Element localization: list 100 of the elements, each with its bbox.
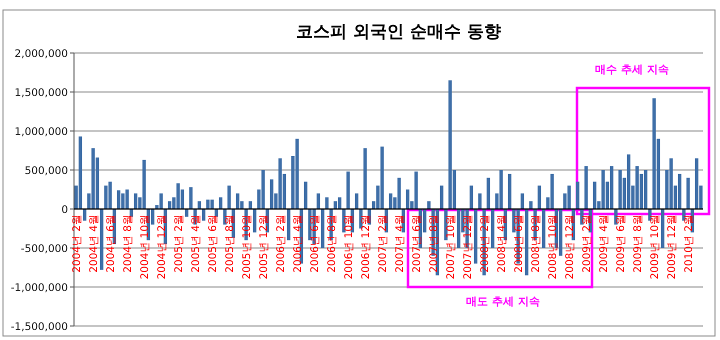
bar <box>134 193 138 209</box>
x-tick-label: 2004년 12월 <box>156 214 168 280</box>
bar <box>236 193 240 209</box>
bar <box>678 174 682 209</box>
x-tick-label: 2006년 12월 <box>360 214 372 280</box>
bar <box>320 209 324 248</box>
bar <box>626 154 630 209</box>
bar <box>618 170 622 209</box>
x-tick-label: 2009년 6월 <box>615 214 628 273</box>
bar <box>82 209 86 221</box>
bar <box>397 178 401 209</box>
y-tick-label: 1,500,000 <box>14 87 68 99</box>
x-tick-label: 2009년 8월 <box>632 214 644 273</box>
bar <box>414 172 418 209</box>
bar <box>470 186 474 209</box>
x-tick-label: 2007년 8월 <box>428 214 440 273</box>
bar <box>490 209 494 248</box>
bar <box>184 209 188 217</box>
bar <box>635 166 639 209</box>
x-tick-label: 2009년 10월 <box>649 214 662 280</box>
x-tick-label: 2006년 6월 <box>309 214 322 273</box>
x-tick-label: 2004년 4월 <box>88 214 100 273</box>
bar <box>286 209 290 240</box>
bar <box>524 209 528 276</box>
x-tick-label: 2009년 12월 <box>666 214 678 280</box>
x-tick-label: 2008년 4월 <box>496 214 508 273</box>
bar <box>198 201 202 209</box>
bar <box>295 138 299 209</box>
x-tick-label: 2009년 2월 <box>581 214 594 273</box>
bar <box>520 193 524 209</box>
bar <box>610 166 614 209</box>
annotation: 매수 추세 지속 <box>595 63 669 76</box>
bar <box>694 158 698 209</box>
bar <box>542 209 546 248</box>
bar <box>440 186 444 209</box>
bar <box>159 193 163 209</box>
bar <box>202 209 206 221</box>
x-tick-label: 2007년 6월 <box>411 214 424 273</box>
bar <box>278 158 282 209</box>
y-tick-label: 0 <box>61 204 68 216</box>
bar <box>304 182 308 209</box>
bar <box>334 201 338 209</box>
bar <box>142 160 146 209</box>
x-tick-label: 2009년 4월 <box>598 214 610 273</box>
bar <box>121 193 125 209</box>
bar <box>529 201 533 209</box>
bar <box>592 182 596 209</box>
bar <box>325 197 329 209</box>
x-tick-label: 2005년 4월 <box>190 214 202 273</box>
bar <box>584 166 588 209</box>
bar <box>644 170 648 209</box>
bar <box>104 186 108 209</box>
bar <box>189 187 193 209</box>
x-tick-label: 2008년 6월 <box>513 214 526 273</box>
bar <box>316 193 320 209</box>
x-tick-label: 2005년 10월 <box>241 214 254 280</box>
bar <box>388 193 392 209</box>
bar <box>218 197 222 209</box>
x-tick-label: 2008년 12월 <box>564 214 576 280</box>
x-tick-label: 2007년 4월 <box>394 214 406 273</box>
bar <box>380 146 384 209</box>
bar <box>660 209 664 248</box>
chart-title: 코스피 외국인 순매수 동향 <box>296 22 501 42</box>
x-tick-label: 2005년 8월 <box>224 214 236 273</box>
y-tick-label: -1,000,000 <box>10 282 68 294</box>
x-tick-label: 2004년 8월 <box>122 214 134 273</box>
bar <box>427 201 431 209</box>
x-tick-label: 2006년 2월 <box>275 214 288 273</box>
x-tick-label: 2008년 10월 <box>547 214 560 280</box>
y-tick-label: 2,000,000 <box>14 48 68 60</box>
bar <box>176 183 180 209</box>
bar <box>116 190 120 209</box>
bar <box>363 148 367 209</box>
y-tick-label: -500,000 <box>20 243 68 255</box>
bar <box>538 186 542 209</box>
bar <box>456 209 460 248</box>
bar <box>669 158 673 209</box>
bar <box>448 80 452 209</box>
bar <box>125 190 129 209</box>
bar <box>227 186 231 209</box>
y-tick-label: -1,500,000 <box>10 321 68 333</box>
bar <box>601 170 605 209</box>
bar <box>354 193 358 209</box>
bar <box>100 209 104 270</box>
x-tick-label: 2007년 2월 <box>377 214 390 273</box>
x-tick-label: 2004년 2월 <box>71 214 84 273</box>
bar <box>406 190 410 209</box>
bar <box>550 174 554 209</box>
x-tick-label: 2006년 4월 <box>292 214 304 273</box>
bar <box>474 209 478 264</box>
x-tick-label: 2010년 2월 <box>683 214 696 273</box>
bar <box>261 170 265 209</box>
x-tick-label: 2005년 12월 <box>258 214 270 280</box>
bar <box>108 182 112 209</box>
bar <box>338 197 342 209</box>
bar <box>567 186 571 209</box>
bar <box>210 200 214 209</box>
x-tick-label: 2007년 10월 <box>445 214 458 280</box>
bar <box>478 193 482 209</box>
bar <box>486 178 490 209</box>
